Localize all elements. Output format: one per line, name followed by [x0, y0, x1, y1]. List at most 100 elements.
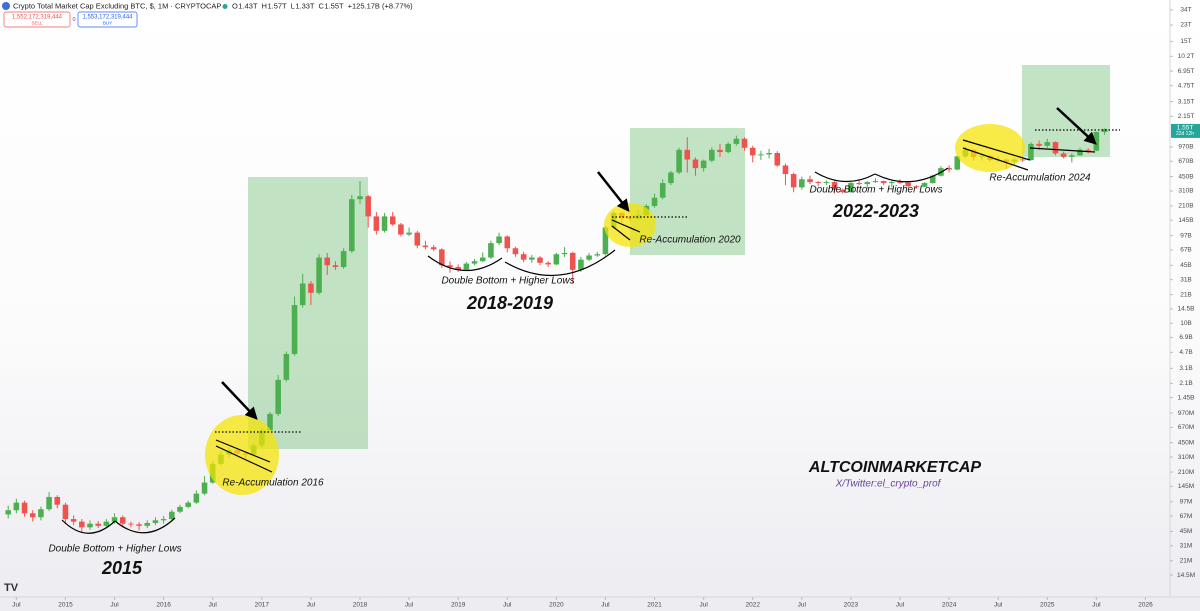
y-tick-label: 210M — [1178, 469, 1194, 476]
candle-body — [717, 149, 723, 153]
candle-body — [569, 252, 576, 270]
candle-body — [13, 502, 20, 511]
header: Crypto Total Market Cap Excluding BTC, $… — [2, 1, 413, 28]
bottom-curve — [61, 519, 116, 534]
candle-body — [1085, 149, 1091, 151]
bottom-curve — [114, 517, 176, 534]
candle-body — [496, 236, 502, 244]
y-tick-label: 14.5B — [1178, 306, 1195, 313]
bottom-curve — [427, 255, 503, 272]
x-tick-label: Jul — [798, 602, 807, 609]
candle-body — [946, 168, 952, 170]
y-tick-label: 310M — [1178, 454, 1194, 461]
x-tick-label: 2026 — [1138, 602, 1153, 609]
candle-body — [471, 261, 478, 264]
candle-body — [1036, 143, 1042, 146]
candle-body — [79, 521, 85, 528]
x-tick-label: Jul — [699, 602, 708, 609]
candle-body — [880, 181, 887, 184]
candle-body — [504, 236, 511, 249]
y-tick-label: 970M — [1178, 410, 1194, 417]
candle-body — [406, 232, 412, 235]
y-tick-label: 670B — [1178, 158, 1193, 165]
y-tick-label: 6.95T — [1178, 68, 1195, 75]
candle-body — [741, 138, 748, 148]
candle-body — [373, 216, 380, 231]
annotation: Re-Accumulation 2016 — [222, 478, 324, 489]
sell-price[interactable]: 1,552,172,319,444 — [12, 15, 63, 21]
candle-body — [389, 216, 396, 225]
candle-body — [46, 496, 52, 510]
x-tick-label: Jul — [896, 602, 905, 609]
y-tick-label: 310B — [1178, 188, 1193, 195]
trend-line — [215, 439, 271, 463]
candle-body — [357, 196, 363, 200]
sell-label[interactable]: SELL — [31, 21, 43, 26]
y-tick-label: 145M — [1178, 483, 1194, 490]
buy-label[interactable]: BUY — [103, 21, 112, 26]
y-tick-label: 2.1B — [1179, 380, 1192, 387]
y-tick-label: 21M — [1180, 557, 1193, 564]
axes: 34T 23T 15T 10.2T 6.95T 4.75T 3.15T 2.15T 970B 67… — [12, 7, 1200, 609]
price-tag-countdown: 22d 12h — [1176, 131, 1194, 137]
candle-body — [201, 482, 208, 494]
y-tick-label: 10B — [1180, 320, 1192, 327]
candle-body — [87, 523, 93, 528]
arrow — [1056, 107, 1097, 145]
candle-body — [831, 182, 838, 190]
drawings — [61, 107, 1120, 534]
candle-body — [1052, 142, 1059, 154]
candle-body — [1060, 153, 1067, 157]
tv-logo[interactable]: TV — [4, 582, 19, 594]
candle-body — [29, 513, 36, 518]
x-tick-label: Jul — [209, 602, 218, 609]
candle-body — [430, 247, 437, 250]
candle-body — [111, 517, 118, 522]
candle-body — [455, 267, 461, 270]
candle-body — [561, 252, 568, 255]
trend-line — [962, 147, 1029, 171]
trend-line — [611, 219, 641, 233]
candle-body — [856, 183, 862, 185]
annotation: Re-Accumulation 2020 — [639, 235, 741, 246]
annotation: Re-Accumulation 2024 — [989, 173, 1091, 184]
trend-line — [1029, 147, 1096, 153]
ohlc-value: 1.33T — [295, 1, 315, 10]
candle-body — [815, 182, 821, 184]
y-tick-label: 4.75T — [1178, 82, 1195, 89]
candle-body — [316, 257, 322, 293]
x-tick-label: Jul — [994, 602, 1003, 609]
candle-body — [1077, 149, 1083, 156]
candle-body — [152, 520, 159, 523]
y-tick-label: 1.45B — [1178, 394, 1195, 401]
y-tick-label: 31M — [1180, 542, 1193, 549]
candle-body — [21, 502, 28, 514]
candle-body — [1019, 159, 1026, 161]
y-tick-label: 4.7B — [1179, 349, 1192, 356]
sell-button[interactable] — [3, 11, 71, 28]
candle-body — [578, 259, 584, 270]
candle-body — [512, 248, 519, 255]
price-tag — [1171, 123, 1200, 138]
candle-body — [848, 183, 854, 193]
candle-body — [799, 179, 805, 188]
y-tick-label: 210B — [1178, 203, 1193, 210]
x-tick-label: 2018 — [353, 602, 368, 609]
candle-body — [185, 502, 191, 507]
candles — [5, 128, 1108, 533]
candle-body — [349, 199, 355, 252]
arrow — [597, 171, 630, 212]
x-tick-label: Jul — [405, 602, 414, 609]
x-tick-label: Jul — [503, 602, 512, 609]
buy-button[interactable] — [77, 11, 138, 28]
ohlc-value: 1.55T — [324, 1, 344, 10]
buy-price[interactable]: 1,553,172,319,444 — [82, 15, 133, 21]
candle-body — [733, 138, 740, 144]
x-tick-label: 2021 — [647, 602, 662, 609]
bottom-curve — [814, 171, 876, 183]
candle-body — [823, 182, 830, 184]
candle-body — [709, 149, 715, 161]
